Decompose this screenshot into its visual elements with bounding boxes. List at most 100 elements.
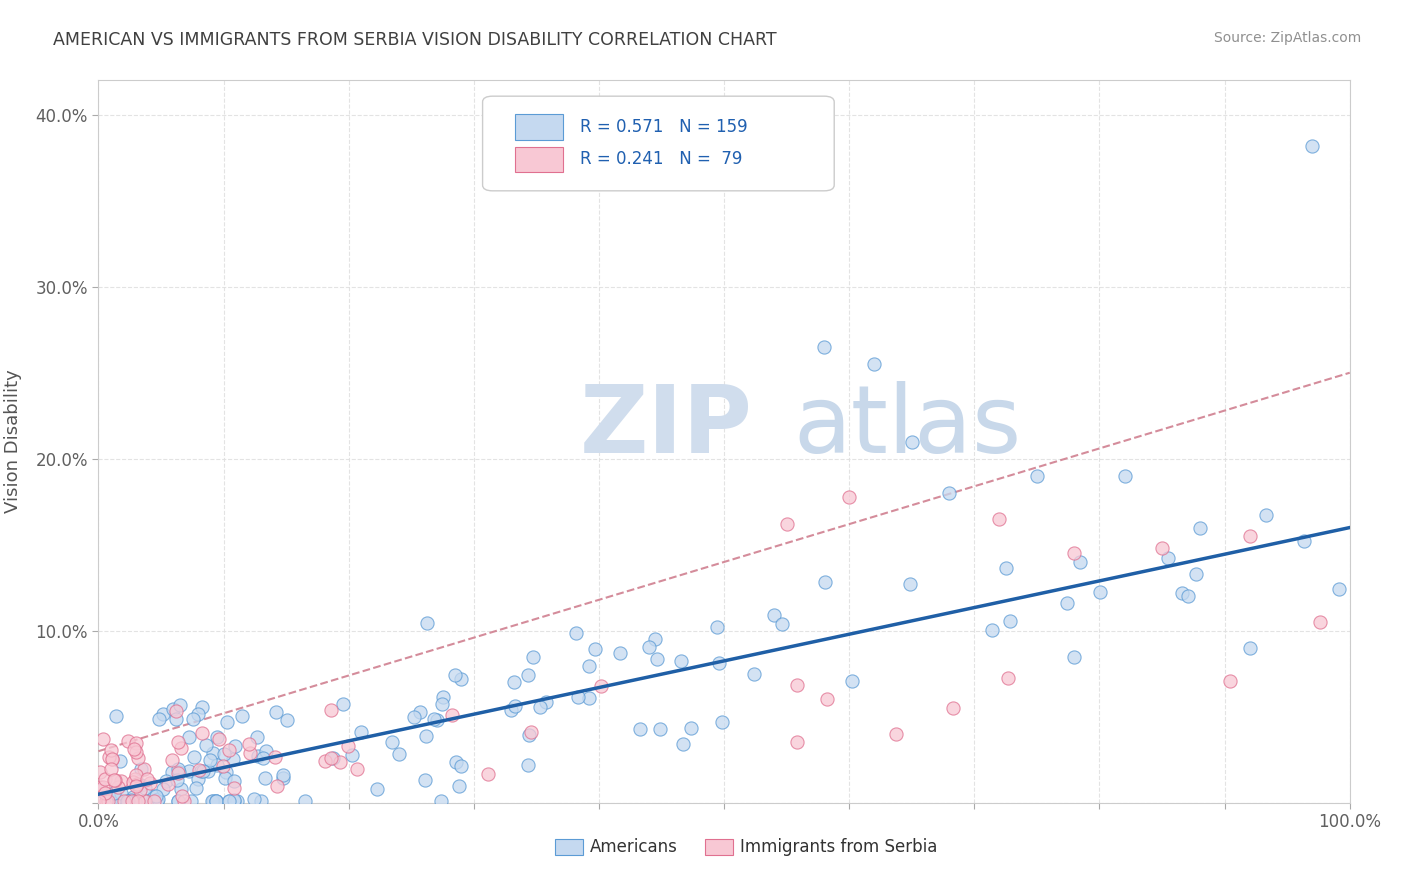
Point	[134, 794, 156, 808]
Bar	[706, 838, 733, 855]
Point	[350, 725, 373, 739]
Point	[208, 731, 231, 746]
Point	[273, 767, 295, 781]
Point	[884, 727, 907, 741]
Point	[224, 794, 246, 808]
Point	[450, 672, 472, 686]
Point	[177, 730, 200, 744]
Point	[567, 690, 589, 704]
Point	[146, 792, 169, 806]
Point	[155, 773, 177, 788]
Point	[190, 764, 212, 779]
Point	[1177, 589, 1199, 603]
Point	[321, 703, 343, 717]
Point	[1156, 550, 1178, 565]
Point	[1184, 567, 1206, 582]
Point	[98, 794, 121, 808]
Point	[134, 794, 156, 808]
Point	[108, 754, 131, 768]
Point	[222, 793, 245, 807]
Point	[707, 657, 730, 671]
Point	[187, 763, 209, 777]
Point	[645, 652, 668, 666]
Point	[772, 617, 794, 632]
Point	[122, 742, 145, 756]
Point	[776, 517, 799, 532]
Point	[1294, 534, 1316, 549]
Point	[706, 620, 728, 634]
Point	[253, 772, 276, 786]
Point	[1301, 138, 1323, 153]
Point	[94, 794, 117, 808]
Point	[314, 754, 336, 768]
Point	[638, 640, 661, 654]
Point	[332, 697, 354, 711]
Point	[388, 747, 411, 761]
Point	[814, 575, 837, 590]
Point	[997, 672, 1019, 686]
Point	[988, 512, 1011, 526]
Text: Americans: Americans	[591, 838, 678, 855]
Text: atlas: atlas	[793, 381, 1021, 473]
Point	[197, 764, 219, 779]
Point	[90, 783, 112, 797]
Point	[165, 712, 187, 726]
Point	[173, 794, 195, 808]
Point	[336, 739, 359, 754]
Point	[1063, 649, 1085, 664]
Point	[346, 763, 368, 777]
Point	[1329, 582, 1351, 596]
Point	[815, 691, 838, 706]
Point	[166, 772, 188, 787]
Point	[124, 772, 146, 786]
Point	[127, 751, 149, 765]
Point	[245, 731, 267, 745]
Point	[103, 772, 125, 787]
Point	[744, 666, 766, 681]
Point	[124, 779, 146, 793]
Point	[169, 698, 191, 712]
Point	[218, 794, 240, 808]
Point	[103, 786, 125, 800]
Point	[194, 738, 217, 752]
Point	[191, 764, 214, 779]
Point	[1239, 529, 1261, 543]
Bar	[555, 838, 582, 855]
Point	[589, 679, 612, 693]
Point	[1309, 615, 1331, 629]
Point	[89, 794, 111, 808]
Point	[762, 608, 785, 623]
Point	[423, 712, 446, 726]
Point	[97, 750, 120, 764]
Point	[172, 789, 194, 803]
Point	[565, 626, 588, 640]
Point	[129, 782, 152, 797]
Point	[91, 780, 114, 794]
Text: ZIP: ZIP	[581, 381, 754, 473]
Point	[342, 747, 364, 762]
Point	[117, 794, 139, 808]
Point	[160, 764, 183, 779]
Point	[142, 794, 165, 808]
Point	[89, 780, 111, 795]
Point	[517, 728, 540, 742]
Point	[672, 737, 695, 751]
Point	[841, 673, 863, 688]
Point	[517, 758, 540, 772]
Point	[520, 725, 543, 739]
Point	[628, 723, 651, 737]
Point	[1170, 585, 1192, 599]
Point	[204, 794, 226, 808]
Point	[443, 667, 465, 681]
Point	[231, 709, 253, 723]
Point	[162, 701, 184, 715]
Point	[181, 713, 204, 727]
Point	[938, 486, 960, 500]
Point	[381, 734, 404, 748]
Point	[207, 730, 229, 744]
Point	[134, 780, 156, 795]
Point	[534, 695, 557, 709]
Point	[415, 729, 437, 743]
Point	[1239, 640, 1261, 655]
Point	[145, 789, 167, 803]
